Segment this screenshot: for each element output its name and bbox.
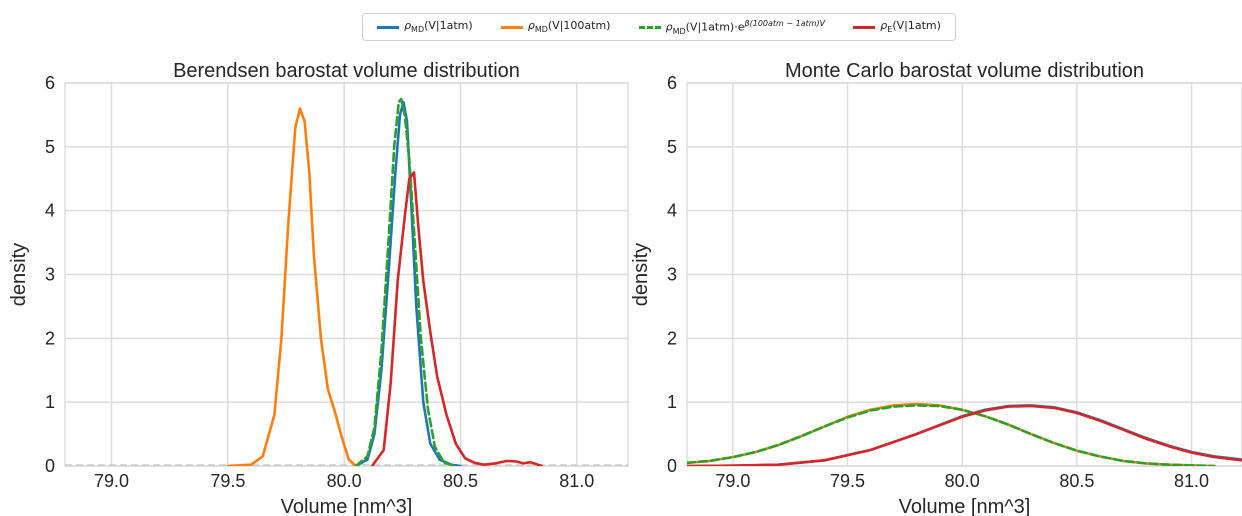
y-tick-label: 3 bbox=[667, 265, 677, 285]
legend-entry-md-1atm: ρMD(V|1atm) bbox=[377, 19, 473, 35]
y-tick-label: 6 bbox=[667, 73, 677, 93]
x-tick-label: 80.5 bbox=[1059, 471, 1094, 491]
y-tick-label: 5 bbox=[667, 137, 677, 157]
legend-label: ρMD(V|1atm)·eβ(100atm − 1atm)V bbox=[665, 18, 826, 36]
series-line-4 bbox=[687, 404, 1242, 466]
y-axis-label: density bbox=[630, 243, 652, 306]
y-tick-label: 1 bbox=[45, 392, 55, 412]
y-tick-label: 5 bbox=[45, 137, 55, 157]
series-group bbox=[226, 97, 544, 466]
series-group bbox=[687, 402, 1242, 466]
series-line-2 bbox=[226, 107, 358, 466]
y-tick-label: 2 bbox=[667, 328, 677, 348]
x-tick-label: 79.0 bbox=[715, 471, 750, 491]
chart-title: Monte Carlo barostat volume distribution bbox=[785, 60, 1144, 82]
x-tick-label: 79.5 bbox=[830, 471, 865, 491]
chart-title: Berendsen barostat volume distribution bbox=[173, 60, 520, 82]
legend-entry-e-1atm: ρE(V|1atm) bbox=[853, 19, 941, 35]
legend-swatch bbox=[853, 25, 876, 29]
y-tick-label: 0 bbox=[667, 456, 677, 476]
y-tick-label: 2 bbox=[45, 328, 55, 348]
x-tick-label: 80.0 bbox=[945, 471, 980, 491]
legend-entry-md-reweighted: ρMD(V|1atm)·eβ(100atm − 1atm)V bbox=[638, 18, 826, 36]
plot-frame bbox=[686, 82, 1242, 467]
x-axis-label: Volume [nm^3] bbox=[899, 496, 1031, 516]
y-tick-label: 1 bbox=[667, 392, 677, 412]
legend-label: ρE(V|1atm) bbox=[880, 19, 941, 35]
legend-swatch bbox=[377, 25, 400, 29]
x-axis-label: Volume [nm^3] bbox=[281, 496, 413, 516]
x-tick-label: 81.0 bbox=[1174, 471, 1209, 491]
x-tick-label: 79.5 bbox=[210, 471, 245, 491]
legend: ρMD(V|1atm) ρMD(V|100atm) ρMD(V|1atm)·eβ… bbox=[362, 13, 956, 41]
plot-frame bbox=[64, 82, 629, 467]
series-line-4 bbox=[370, 171, 544, 466]
series-line-3 bbox=[687, 404, 1216, 466]
legend-swatch bbox=[500, 25, 523, 29]
legend-entry-md-100atm: ρMD(V|100atm) bbox=[500, 19, 611, 35]
x-tick-label: 79.0 bbox=[94, 471, 129, 491]
series-line-1 bbox=[687, 404, 1242, 466]
y-tick-label: 0 bbox=[45, 456, 55, 476]
x-tick-label: 80.5 bbox=[443, 471, 478, 491]
chart-panel-2: 79.0 79.5 80.0 80.5 81.0 0 1 2 3 4 5 6 Monte Carlo b… bbox=[630, 60, 1242, 516]
legend-swatch bbox=[638, 25, 661, 29]
series-line-3 bbox=[354, 97, 458, 466]
y-axis-label: density bbox=[8, 243, 30, 306]
y-tick-label: 3 bbox=[45, 265, 55, 285]
legend-label: ρMD(V|1atm) bbox=[404, 19, 473, 35]
chart-panel-1: 79.0 79.5 80.0 80.5 81.0 0 1 2 3 4 5 6 Berendsen bar… bbox=[8, 60, 629, 516]
y-tick-label: 4 bbox=[45, 201, 55, 221]
x-tick-label: 81.0 bbox=[559, 471, 594, 491]
legend-label: ρMD(V|100atm) bbox=[527, 19, 611, 35]
x-tick-label: 80.0 bbox=[327, 471, 362, 491]
y-tick-label: 6 bbox=[45, 73, 55, 93]
y-tick-label: 4 bbox=[667, 201, 677, 221]
